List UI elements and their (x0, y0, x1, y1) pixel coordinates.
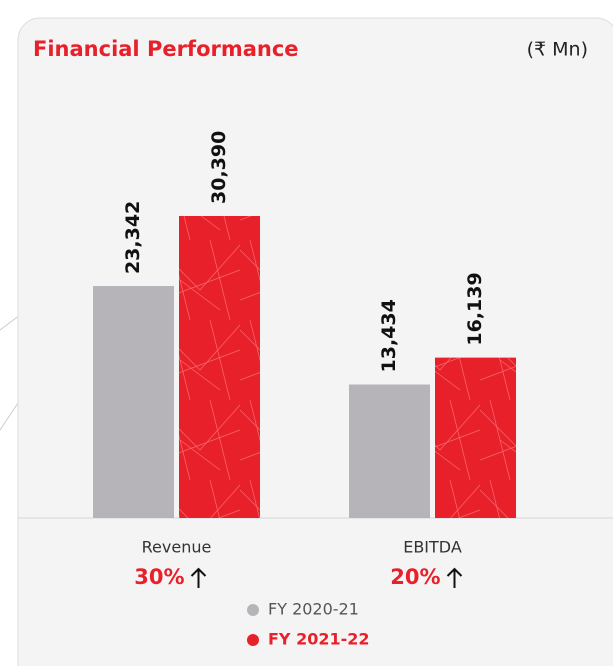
legend-label: FY 2020-21 (268, 600, 359, 619)
value-label: 13,434 (378, 299, 400, 372)
up-arrow (190, 567, 207, 588)
chart-title: Financial Performance (33, 37, 299, 61)
unit-label: (₹ Mn) (527, 39, 588, 61)
legend-marker (247, 604, 259, 616)
bar (93, 286, 174, 518)
value-label: 23,342 (122, 201, 144, 274)
bar-texture (435, 357, 516, 518)
bar-texture (179, 216, 260, 518)
value-label: 30,390 (208, 131, 230, 204)
value-label: 16,139 (464, 272, 486, 345)
legend-marker (247, 634, 259, 646)
up-arrow (446, 567, 463, 588)
bar (349, 384, 430, 518)
growth-label: 30% (134, 565, 184, 589)
category-label: Revenue (142, 538, 212, 557)
growth-label: 20% (390, 565, 440, 589)
legend-label: FY 2021-22 (268, 630, 370, 649)
category-label: EBITDA (403, 538, 462, 557)
